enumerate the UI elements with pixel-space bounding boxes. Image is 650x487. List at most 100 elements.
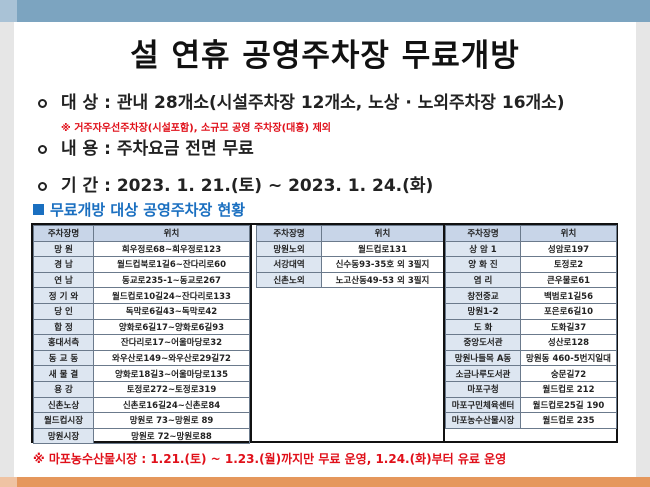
header-location: 위치 — [93, 225, 250, 242]
table-header-row: 주차장명 위치 — [445, 225, 617, 242]
parking-location: 큰우물로61 — [520, 271, 617, 289]
parking-name: 염 리 — [445, 271, 521, 289]
table-row: 중앙도서관 성산로128 — [445, 334, 617, 351]
table-row: 상 암 1 성암로197 — [445, 240, 617, 258]
table-row: 마포구민체육센터 월드컵로25길 190 — [445, 396, 617, 414]
table-row: 홍대서측 잔다리로17~어울마당로32 — [33, 334, 250, 351]
parking-name: 마포구민체육센터 — [445, 396, 521, 414]
footnote: ※ 마포농수산물시장 : 1.21.(토) ~ 1.23.(월)까지만 무료 운… — [33, 452, 507, 466]
parking-name: 상 암 1 — [445, 240, 521, 258]
parking-location: 도화길37 — [520, 318, 617, 336]
table-row: 서강대역 신수동93-35호 외 3필지 — [256, 256, 444, 273]
parking-name: 홍대서측 — [33, 334, 94, 351]
bullet-period: 기 간 : 2023. 1. 21.(토) ~ 2023. 1. 24.(화) — [38, 171, 433, 196]
divider — [250, 225, 252, 441]
bullet-text: 대 상 : 관내 28개소(시설주차장 12개소, 노상 · 노외주차장 16개… — [61, 93, 565, 113]
parking-location: 노고산동49-53 외 3필지 — [321, 271, 444, 289]
parking-location: 독막로6길43~독막로42 — [93, 302, 250, 320]
parking-location: 성산로128 — [520, 334, 617, 351]
exclusion-note: ※ 거주자우선주차장(시설포함), 소규모 공영 주차장(대흥) 제외 — [61, 123, 332, 134]
parking-name: 연 남 — [33, 271, 94, 289]
table-row: 양 화 진 토정로2 — [445, 256, 617, 273]
table-header-row: 주차장명 위치 — [33, 225, 250, 242]
bullet-content: 내 용 : 주차요금 전면 무료 — [38, 134, 254, 159]
parking-name: 새 물 결 — [33, 365, 94, 382]
table-row: 마포농수산물시장 월드컵로 235 — [445, 412, 617, 429]
table-row: 망원1-2 포은로6길10 — [445, 302, 617, 320]
parking-location: 양화로18길3~어울마당로135 — [93, 365, 250, 382]
parking-name: 망원노외 — [256, 240, 322, 258]
table-header-row: 주차장명 위치 — [256, 225, 444, 242]
parking-name: 마포구청 — [445, 380, 521, 398]
circle-bullet-icon — [38, 98, 47, 108]
parking-name: 마포농수산물시장 — [445, 412, 521, 429]
parking-name: 용 강 — [33, 380, 94, 398]
parking-name: 소금나루도서관 — [445, 365, 521, 382]
table-row: 연 남 동교로235-1~동교로267 — [33, 271, 250, 289]
table-row: 소금나루도서관 숭문길72 — [445, 365, 617, 382]
table-row: 정 기 와 월드컵로10길24~잔다리로133 — [33, 287, 250, 304]
table-row: 동 교 동 와우산로149~와우산로29길72 — [33, 349, 250, 367]
parking-location: 월드컵로 212 — [520, 380, 617, 398]
bullet-text: 내 용 : 주차요금 전면 무료 — [61, 139, 254, 159]
parking-table-3: 주차장명 위치 상 암 1 성암로197 양 화 진 토정로2 염 리 큰우물로61 창전중교 백… — [445, 225, 617, 429]
parking-location: 신수동93-35호 외 3필지 — [321, 256, 444, 273]
bottom-band — [17, 477, 650, 487]
parking-location: 월드컵로131 — [321, 240, 444, 258]
table-row: 용 강 토정로272~토정로319 — [33, 380, 250, 398]
section-title: 무료개방 대상 공영주차장 현황 — [50, 201, 246, 219]
table-row: 당 인 독막로6길43~독막로42 — [33, 302, 250, 320]
header-name: 주차장명 — [33, 225, 94, 242]
top-band — [17, 0, 650, 22]
parking-table-2: 주차장명 위치 망원노외 월드컵로131 서강대역 신수동93-35호 외 3필지 신촌노외… — [256, 225, 444, 289]
parking-name: 망원시장 — [33, 427, 94, 445]
parking-location: 와우산로149~와우산로29길72 — [93, 349, 250, 367]
parking-name: 망원나들목 A동 — [445, 349, 521, 367]
parking-location: 토정로2 — [520, 256, 617, 273]
page-title: 설 연휴 공영주차장 무료개방 — [130, 38, 520, 74]
header-name: 주차장명 — [445, 225, 521, 242]
table-row: 창전중교 백범로1길56 — [445, 287, 617, 304]
parking-location: 희우정로68~희우정로123 — [93, 240, 250, 258]
parking-location: 양화로6길17~양화로6길93 — [93, 318, 250, 336]
table-row: 염 리 큰우물로61 — [445, 271, 617, 289]
header-location: 위치 — [321, 225, 444, 242]
parking-name: 망원1-2 — [445, 302, 521, 320]
circle-bullet-icon — [38, 181, 47, 191]
parking-location: 월드컵로10길24~잔다리로133 — [93, 287, 250, 304]
parking-location: 월드컵로 235 — [520, 412, 617, 429]
bottom-band-left — [0, 477, 17, 487]
table-row: 도 화 도화길37 — [445, 318, 617, 336]
top-band-left — [0, 0, 17, 22]
parking-name: 중앙도서관 — [445, 334, 521, 351]
parking-name: 신촌노외 — [256, 271, 322, 289]
table-row: 망원시장 망원로 72~망원로88 — [33, 427, 250, 445]
parking-location: 성암로197 — [520, 240, 617, 258]
parking-name: 경 남 — [33, 256, 94, 273]
parking-location: 백범로1길56 — [520, 287, 617, 304]
table-row: 새 물 결 양화로18길3~어울마당로135 — [33, 365, 250, 382]
parking-location: 잔다리로17~어울마당로32 — [93, 334, 250, 351]
parking-name: 창전중교 — [445, 287, 521, 304]
parking-name: 망 원 — [33, 240, 94, 258]
square-bullet-icon — [33, 204, 44, 215]
parking-table-1: 주차장명 위치 망 원 희우정로68~희우정로123 경 남 월드컵북로1길6~잔다리로6… — [33, 225, 250, 445]
table-row: 합 정 양화로6길17~양화로6길93 — [33, 318, 250, 336]
parking-name: 동 교 동 — [33, 349, 94, 367]
table-row: 경 남 월드컵북로1길6~잔다리로60 — [33, 256, 250, 273]
table-row: 신촌노상 신촌로16길24~신촌로84 — [33, 396, 250, 414]
parking-location: 포은로6길10 — [520, 302, 617, 320]
bullet-target: 대 상 : 관내 28개소(시설주차장 12개소, 노상 · 노외주차장 16개… — [38, 88, 565, 113]
table-row: 신촌노외 노고산동49-53 외 3필지 — [256, 271, 444, 289]
parking-location: 망원로 72~망원로88 — [93, 427, 250, 445]
table-row: 망원노외 월드컵로131 — [256, 240, 444, 258]
parking-name: 신촌노상 — [33, 396, 94, 414]
bullet-text: 기 간 : 2023. 1. 21.(토) ~ 2023. 1. 24.(화) — [61, 176, 434, 196]
parking-name: 서강대역 — [256, 256, 322, 273]
parking-location: 숭문길72 — [520, 365, 617, 382]
parking-location: 월드컵로25길 190 — [520, 396, 617, 414]
parking-table-frame: 주차장명 위치 망 원 희우정로68~희우정로123 경 남 월드컵북로1길6~잔다리로6… — [31, 223, 618, 445]
header-location: 위치 — [520, 225, 617, 242]
parking-name: 월드컵시장 — [33, 412, 94, 429]
parking-name: 양 화 진 — [445, 256, 521, 273]
